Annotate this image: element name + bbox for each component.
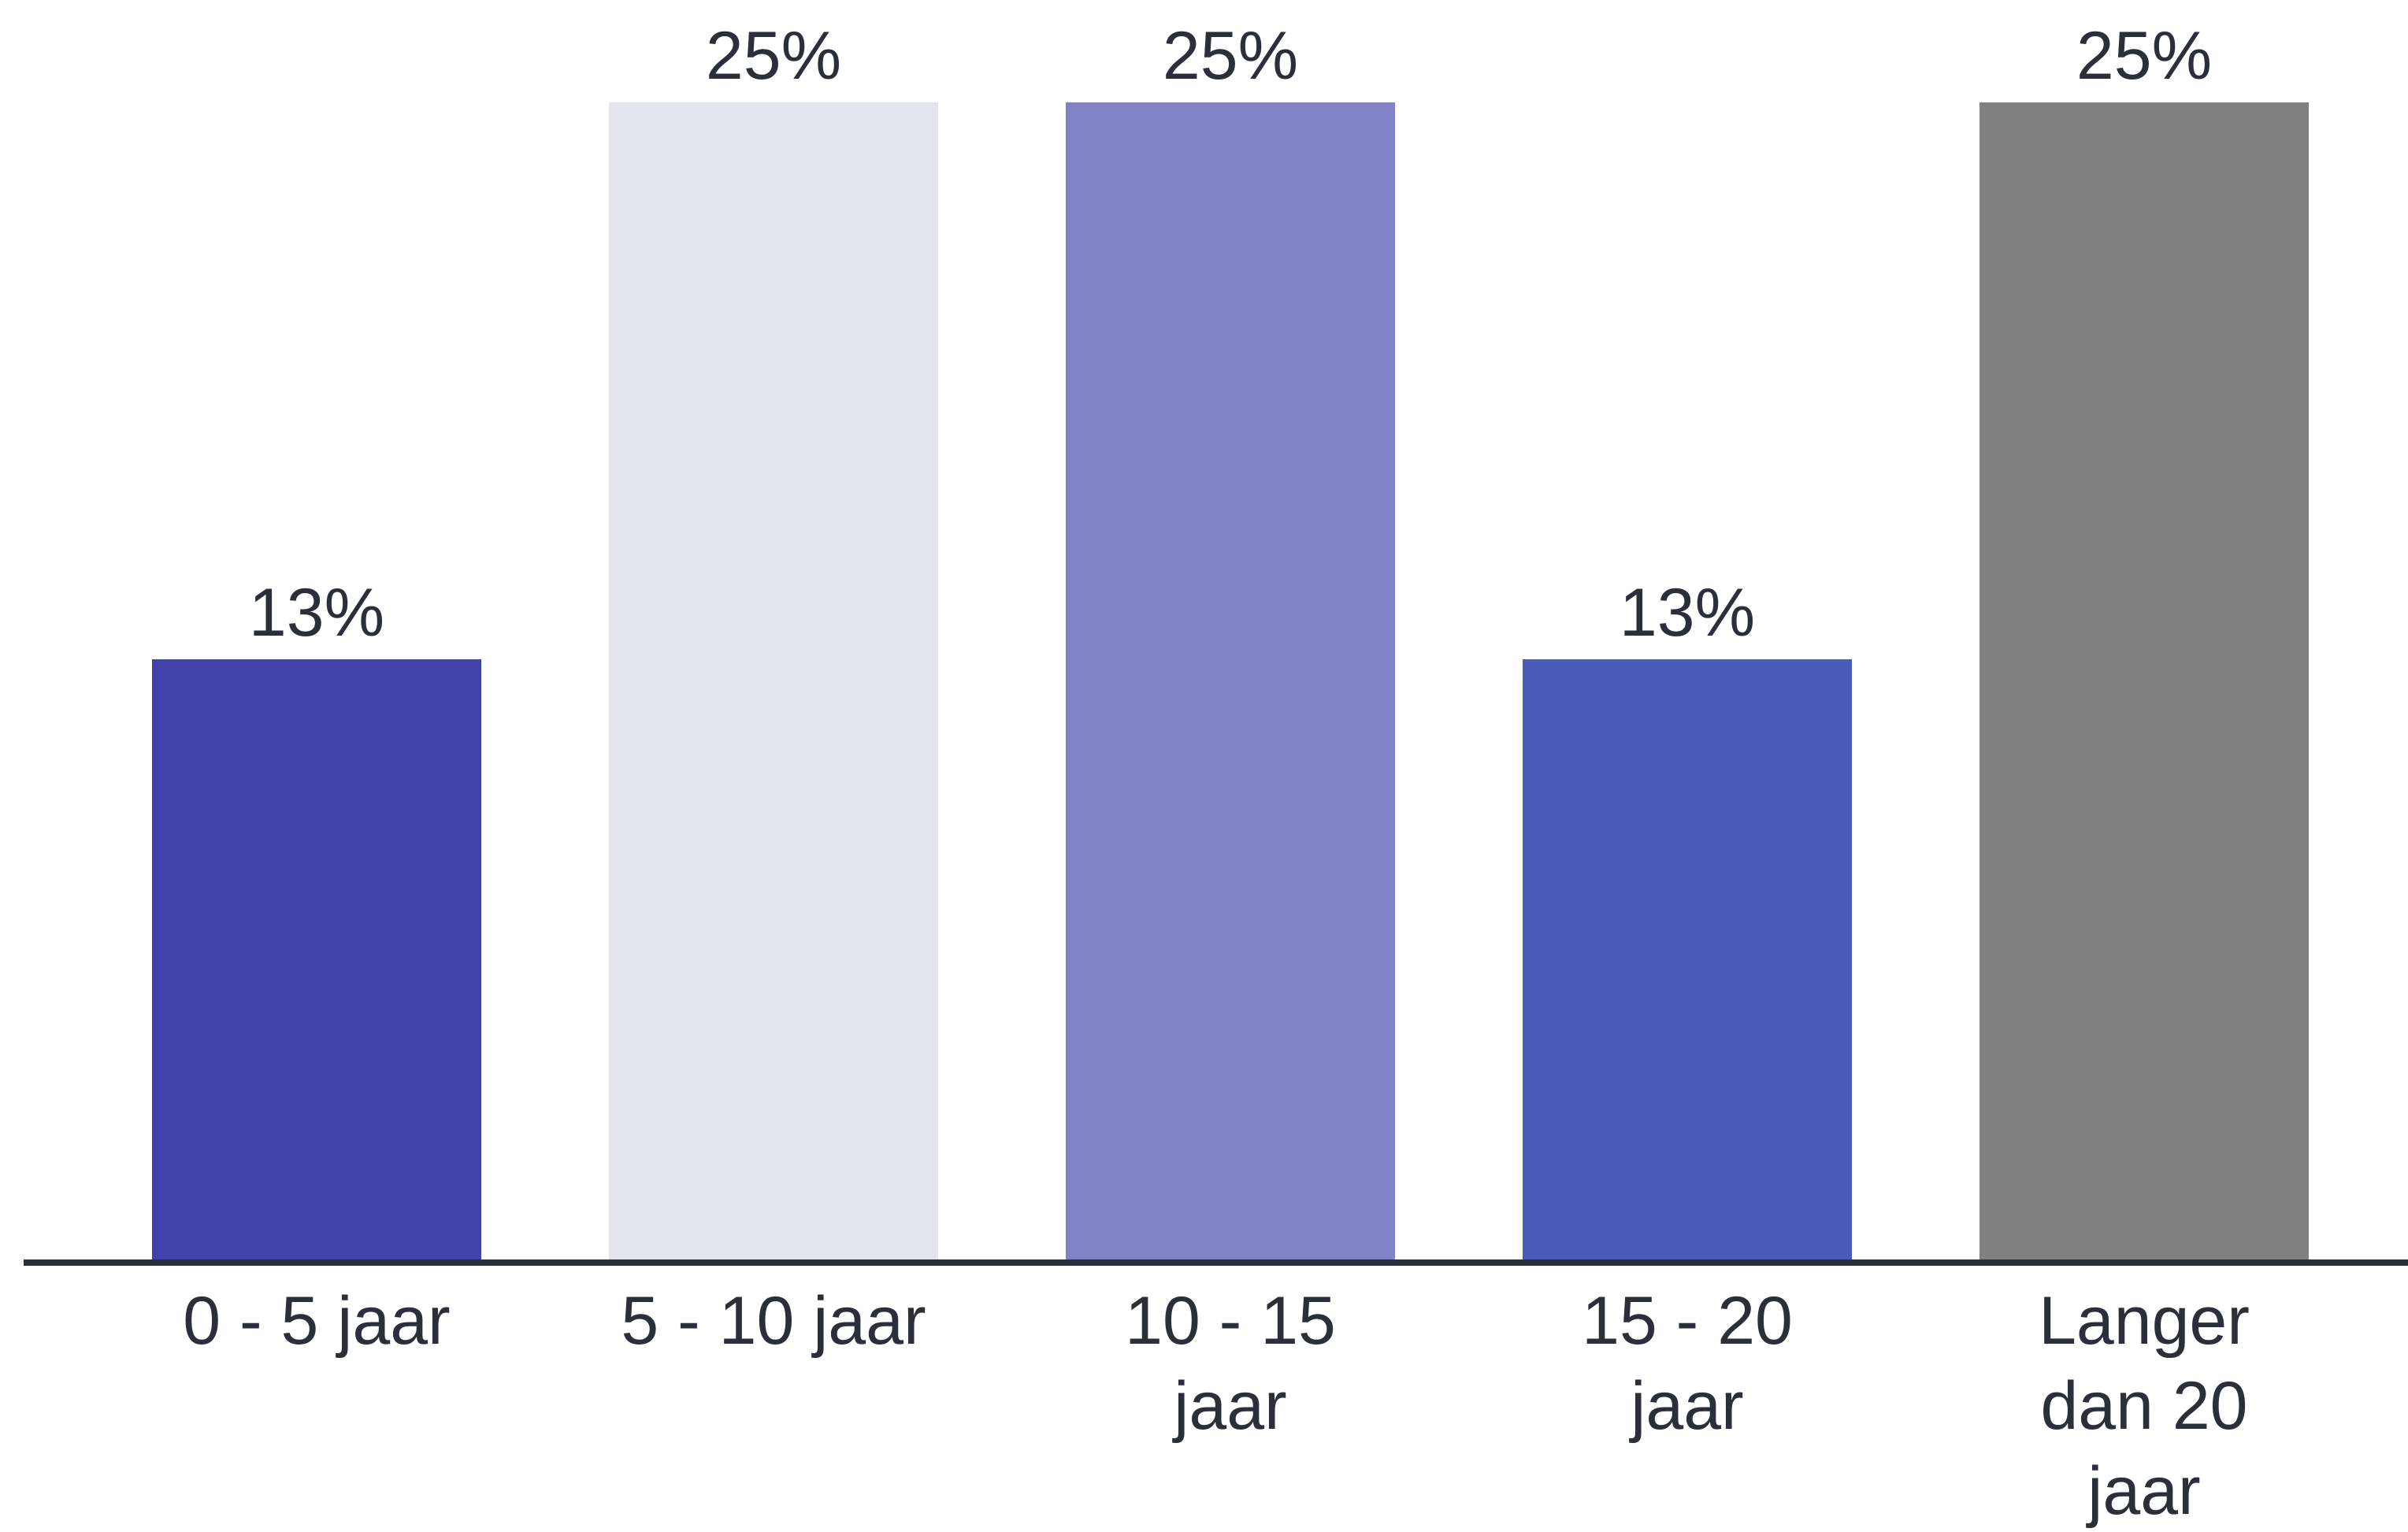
category-label-line: jaar (2085, 1453, 2200, 1529)
category-label-1: 0 - 5 jaar (183, 1283, 450, 1359)
bar-1 (152, 659, 481, 1263)
category-label-line: dan 20 (2040, 1368, 2247, 1444)
category-label-line: jaar (1628, 1368, 1743, 1444)
bar-2 (609, 102, 938, 1263)
category-label-3: 10 - 15 jaar (1125, 1283, 1336, 1444)
category-label-line: 15 - 20 (1582, 1283, 1793, 1359)
category-label-4: 15 - 20 jaar (1582, 1283, 1793, 1444)
value-label-2: 25% (706, 18, 841, 94)
value-label-5: 25% (2076, 18, 2212, 94)
category-label-line: jaar (1171, 1368, 1286, 1444)
category-label-line: Langer (2039, 1283, 2250, 1359)
value-label-3: 25% (1163, 18, 1298, 94)
category-label-line: 0 - 5 jaar (183, 1283, 450, 1359)
bar-4 (1523, 659, 1852, 1263)
value-label-1: 13% (249, 575, 384, 651)
category-label-line: 5 - 10 jaar (621, 1283, 926, 1359)
category-label-line: 10 - 15 (1125, 1283, 1336, 1359)
bars-group (152, 102, 2309, 1263)
bar-3 (1066, 102, 1395, 1263)
bar-5 (1979, 102, 2309, 1263)
value-labels-group: 13% 25% 25% 13% 25% (249, 18, 2212, 651)
category-labels-group: 0 - 5 jaar 5 - 10 jaar 10 - 15 jaar 15 - 20 j… (183, 1283, 2250, 1529)
category-label-5: Langer dan 20 jaar (2039, 1283, 2250, 1529)
category-label-2: 5 - 10 jaar (621, 1283, 926, 1359)
value-label-4: 13% (1620, 575, 1755, 651)
